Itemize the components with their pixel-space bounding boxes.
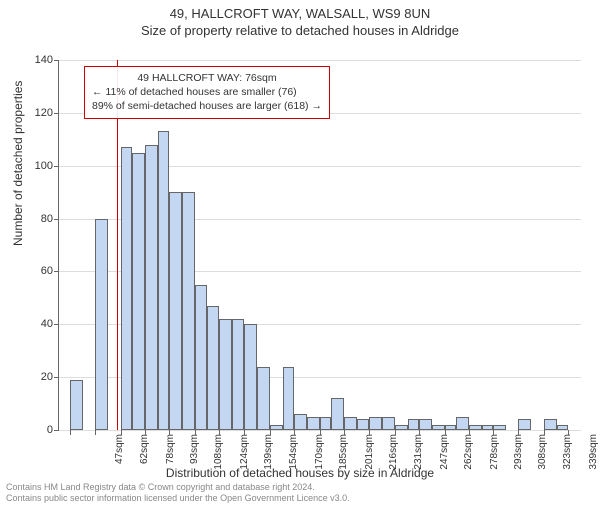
histogram-bar [182, 192, 195, 430]
annotation-line: 89% of semi-detached houses are larger (… [92, 99, 322, 113]
histogram-bar [95, 219, 108, 430]
xtick-mark [369, 430, 370, 435]
xtick-mark [419, 430, 420, 435]
xtick-mark [70, 430, 71, 435]
footer-line1: Contains HM Land Registry data © Crown c… [6, 482, 350, 493]
histogram-bar [158, 131, 169, 430]
annotation-line: 49 HALLCROFT WAY: 76sqm [92, 71, 322, 85]
ytick-mark [54, 377, 59, 378]
xtick-mark [445, 430, 446, 435]
histogram-bar [544, 419, 557, 430]
title-sub: Size of property relative to detached ho… [0, 23, 600, 38]
xtick-mark [344, 430, 345, 435]
histogram-bar [493, 425, 506, 430]
ytick-mark [54, 60, 59, 61]
histogram-bar [207, 306, 220, 430]
title-main: 49, HALLCROFT WAY, WALSALL, WS9 8UN [0, 6, 600, 21]
histogram-bar [469, 425, 482, 430]
ytick-mark [54, 271, 59, 272]
ytick-mark [54, 324, 59, 325]
histogram-bar [257, 367, 270, 430]
histogram-bar [557, 425, 568, 430]
ytick-label: 60 [23, 265, 53, 277]
chart-container: 49, HALLCROFT WAY, WALSALL, WS9 8UN Size… [0, 6, 600, 506]
histogram-bar [307, 417, 320, 430]
histogram-bar [344, 417, 357, 430]
histogram-bar [244, 324, 257, 430]
histogram-bar [294, 414, 307, 430]
histogram-bar [195, 285, 206, 430]
ytick-label: 100 [23, 160, 53, 172]
histogram-bar [408, 419, 419, 430]
ytick-label: 20 [23, 371, 53, 383]
ytick-label: 140 [23, 54, 53, 66]
histogram-bar [419, 419, 432, 430]
ytick-label: 40 [23, 318, 53, 330]
ytick-mark [54, 430, 59, 431]
annotation-box: 49 HALLCROFT WAY: 76sqm← 11% of detached… [84, 66, 330, 119]
histogram-bar [456, 417, 469, 430]
ytick-mark [54, 166, 59, 167]
histogram-bar [320, 417, 331, 430]
ytick-label: 0 [23, 424, 53, 436]
gridline [59, 60, 581, 61]
histogram-bar [445, 425, 456, 430]
plot-area: 02040608010012014047sqm62sqm78sqm93sqm10… [58, 60, 581, 431]
xtick-mark [469, 430, 470, 435]
footer-attribution: Contains HM Land Registry data © Crown c… [6, 482, 350, 504]
xtick-mark [270, 430, 271, 435]
histogram-bar [395, 425, 408, 430]
x-axis-label: Distribution of detached houses by size … [0, 466, 600, 480]
xtick-mark [244, 430, 245, 435]
xtick-mark [320, 430, 321, 435]
xtick-mark [395, 430, 396, 435]
histogram-bar [331, 398, 344, 430]
xtick-mark [195, 430, 196, 435]
histogram-bar [121, 147, 132, 430]
histogram-bar [270, 425, 283, 430]
histogram-bar [369, 417, 382, 430]
xtick-mark [518, 430, 519, 435]
ytick-mark [54, 219, 59, 220]
histogram-bar [357, 419, 368, 430]
annotation-line: ← 11% of detached houses are smaller (76… [92, 85, 322, 99]
histogram-bar [232, 319, 243, 430]
xtick-mark [145, 430, 146, 435]
footer-line2: Contains public sector information licen… [6, 493, 350, 504]
histogram-bar [145, 145, 158, 430]
xtick-mark [544, 430, 545, 435]
histogram-bar [132, 153, 145, 431]
histogram-bar [219, 319, 232, 430]
xtick-mark [121, 430, 122, 435]
xtick-mark [95, 430, 96, 435]
histogram-bar [70, 380, 83, 430]
histogram-bar [169, 192, 182, 430]
histogram-bar [283, 367, 294, 430]
histogram-bar [518, 419, 531, 430]
xtick-mark [493, 430, 494, 435]
xtick-mark [169, 430, 170, 435]
xtick-mark [294, 430, 295, 435]
histogram-bar [432, 425, 445, 430]
xtick-mark [568, 430, 569, 435]
ytick-label: 80 [23, 213, 53, 225]
histogram-bar [482, 425, 493, 430]
ytick-label: 120 [23, 107, 53, 119]
ytick-mark [54, 113, 59, 114]
xtick-mark [219, 430, 220, 435]
histogram-bar [382, 417, 395, 430]
